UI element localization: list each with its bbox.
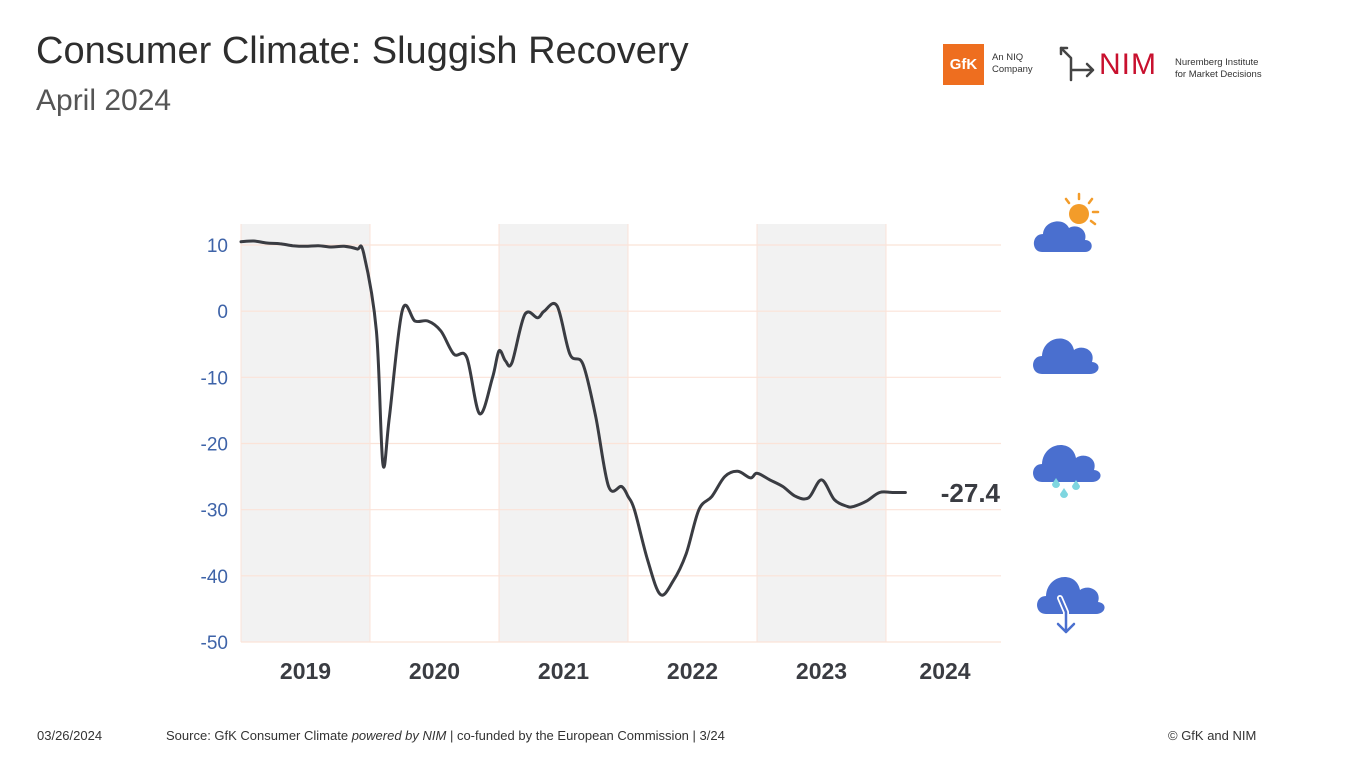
y-tick-label: -40 xyxy=(201,567,228,588)
nim-line-1: Nuremberg Institute xyxy=(1175,57,1259,68)
nim-arrow-icon xyxy=(1059,46,1095,82)
x-year-label: 2019 xyxy=(280,658,331,684)
cloud-down-arrow-icon xyxy=(1037,577,1105,635)
shade-band-2023 xyxy=(757,224,886,642)
niq-caption: An NIQ Company xyxy=(992,52,1033,76)
cloud-icon xyxy=(1033,338,1099,374)
nim-line-2: for Market Decisions xyxy=(1175,69,1262,80)
niq-line-2: Company xyxy=(992,64,1033,75)
footer-copyright: © GfK and NIM xyxy=(1168,728,1257,743)
x-year-label: 2021 xyxy=(538,658,589,684)
y-tick-label: -10 xyxy=(201,368,228,389)
y-tick-label: -30 xyxy=(201,501,228,522)
y-tick-label: -50 xyxy=(201,633,228,654)
x-year-label: 2023 xyxy=(796,658,847,684)
shade-band-2021 xyxy=(499,224,628,642)
y-tick-label: 0 xyxy=(217,302,228,323)
niq-line-1: An NIQ xyxy=(992,52,1024,63)
x-year-label: 2020 xyxy=(409,658,460,684)
sun-cloud-icon xyxy=(1033,192,1100,252)
logo-area: GfK An NIQ Company NIM Nuremberg Institu… xyxy=(943,44,1273,88)
nim-caption: Nuremberg Institute for Market Decisions xyxy=(1175,57,1262,81)
source-powered: powered by NIM xyxy=(351,728,447,743)
nim-logo: NIM xyxy=(1099,48,1157,81)
x-year-label: 2022 xyxy=(667,658,718,684)
source-suffix: | co-funded by the European Commission |… xyxy=(446,728,725,743)
shade-band-2019 xyxy=(241,224,370,642)
y-tick-label: 10 xyxy=(207,236,228,257)
x-year-label: 2024 xyxy=(919,658,970,684)
rain-cloud-icon xyxy=(1033,445,1101,498)
gfk-logo: GfK xyxy=(943,44,984,85)
source-prefix: Source: GfK Consumer Climate xyxy=(166,728,352,743)
page-title: Consumer Climate: Sluggish Recovery xyxy=(36,30,689,72)
footer-date: 03/26/2024 xyxy=(37,728,103,743)
last-value-label: -27.4 xyxy=(941,478,1001,508)
consumer-climate-line xyxy=(239,239,907,597)
page-subtitle: April 2024 xyxy=(36,84,172,117)
footer-source: Source: GfK Consumer Climate powered by … xyxy=(166,728,725,743)
y-tick-label: -20 xyxy=(201,435,228,456)
